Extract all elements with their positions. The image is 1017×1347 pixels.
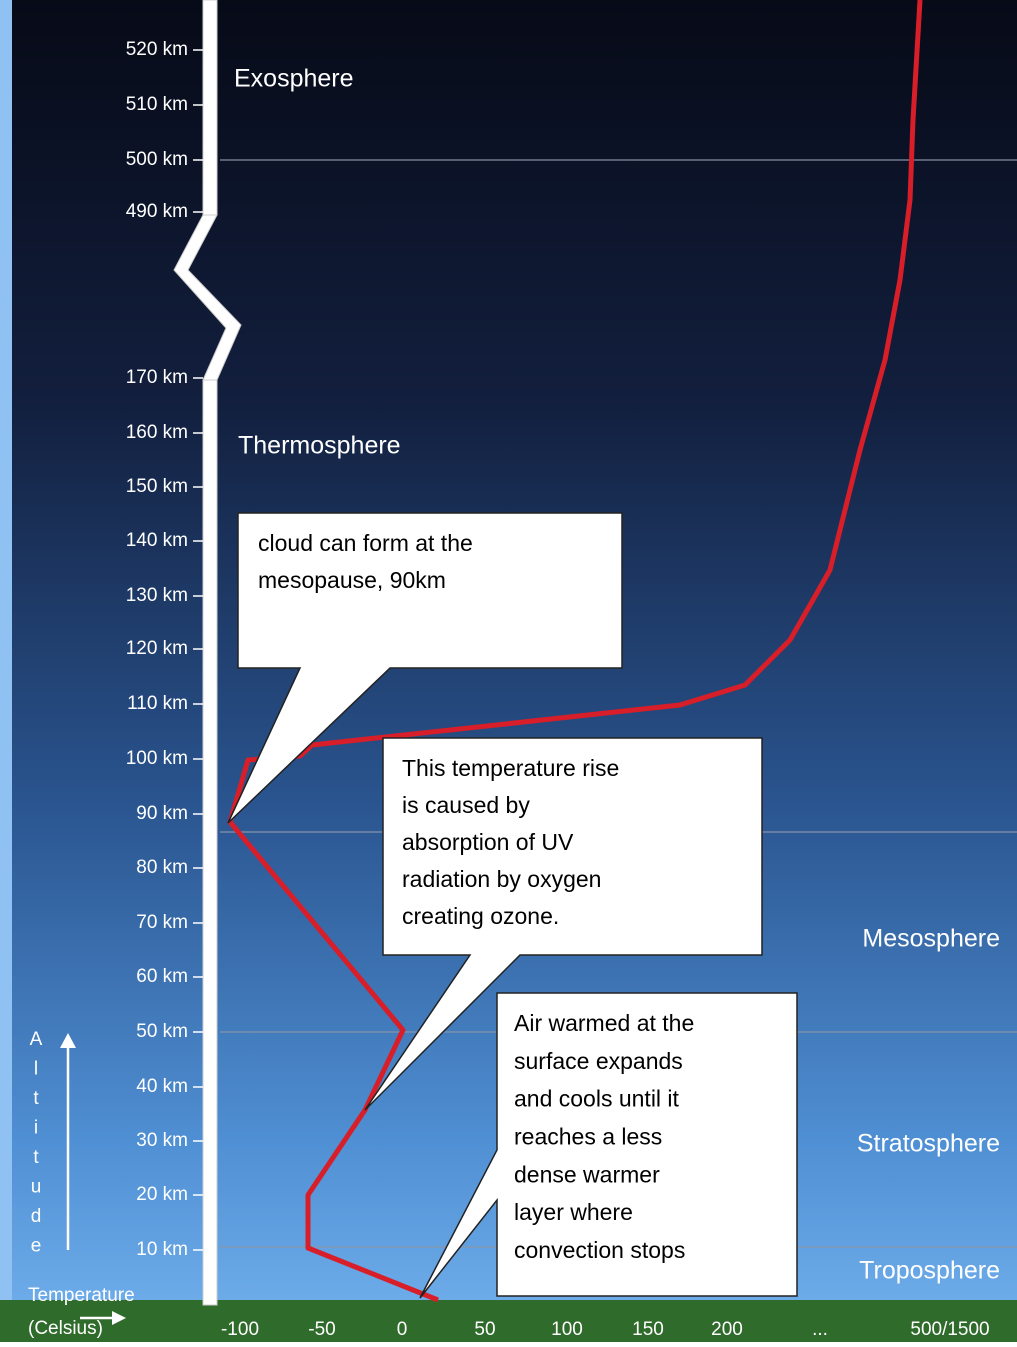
axis-title-letter: A	[30, 1029, 43, 1050]
layer-name: Troposphere	[859, 1257, 1000, 1285]
axis-title-letter: d	[31, 1206, 42, 1227]
altitude-label: 160 km	[126, 422, 188, 443]
temperature-label: 200	[711, 1319, 743, 1340]
callouts	[227, 512, 798, 1299]
temperature-label: -50	[308, 1319, 335, 1340]
axis-title-letter: t	[33, 1088, 39, 1109]
callout-text: reaches a less	[514, 1123, 662, 1149]
altitude-label: 510 km	[126, 94, 188, 115]
layer-name: Exosphere	[234, 65, 354, 93]
temperature-label: 100	[551, 1319, 583, 1340]
altitude-label: 30 km	[136, 1130, 188, 1151]
axis-title-letter: l	[34, 1059, 38, 1080]
callout-text: cloud can form at the	[258, 530, 473, 556]
altitude-label: 170 km	[126, 367, 188, 388]
temperature-label: -100	[221, 1319, 259, 1340]
altitude-label: 500 km	[126, 149, 188, 170]
layer-name: Thermosphere	[238, 432, 401, 460]
callout-text: dense warmer	[514, 1161, 660, 1187]
altitude-label: 40 km	[136, 1076, 188, 1097]
layer-name: Mesosphere	[862, 925, 1000, 953]
layer-name: Stratosphere	[857, 1130, 1000, 1158]
altitude-label: 60 km	[136, 966, 188, 987]
axis-title-letter: t	[33, 1147, 39, 1168]
temperature-label: 150	[632, 1319, 664, 1340]
altitude-label: 110 km	[127, 693, 188, 714]
temperature-arrow-head	[112, 1311, 126, 1325]
altitude-label: 10 km	[136, 1239, 188, 1260]
callout-text: This temperature rise	[402, 755, 619, 781]
callout-text: convection stops	[514, 1237, 685, 1263]
temperature-label: 50	[474, 1319, 495, 1340]
altitude-label: 120 km	[126, 638, 188, 659]
temperature-title: (Celsius)	[28, 1318, 103, 1339]
callout-text: radiation by oxygen	[402, 866, 601, 892]
callout-text: and cools until it	[514, 1086, 680, 1112]
callout-text: layer where	[514, 1199, 633, 1225]
altitude-label: 140 km	[126, 530, 188, 551]
altitude-arrow-head	[60, 1033, 76, 1048]
altitude-label: 150 km	[126, 476, 188, 497]
left-border	[0, 0, 12, 1342]
callout-text: creating ozone.	[402, 903, 559, 929]
altitude-label: 20 km	[136, 1184, 188, 1205]
temperature-label: 500/1500	[910, 1319, 989, 1340]
altitude-axis	[173, 0, 242, 1306]
temperature-label: ...	[812, 1319, 828, 1340]
altitude-label: 90 km	[136, 803, 188, 824]
ground	[0, 1300, 1017, 1342]
temperature-title: Temperature	[28, 1285, 135, 1306]
callout-text: absorption of UV	[402, 829, 574, 855]
axis-title-letter: i	[34, 1118, 38, 1139]
altitude-label: 80 km	[136, 857, 188, 878]
altitude-label: 70 km	[136, 912, 188, 933]
callout-text: is caused by	[402, 792, 530, 818]
axis-title-letter: e	[31, 1236, 42, 1257]
temperature-label: 0	[397, 1319, 408, 1340]
altitude-label: 50 km	[136, 1021, 188, 1042]
callout-text: Air warmed at the	[514, 1010, 694, 1036]
altitude-label: 490 km	[126, 201, 188, 222]
axis-title-letter: u	[31, 1177, 42, 1198]
callout-text: surface expands	[514, 1048, 683, 1074]
altitude-label: 100 km	[126, 748, 188, 769]
altitude-label: 520 km	[126, 39, 188, 60]
callout-text: mesopause, 90km	[258, 567, 446, 593]
altitude-label: 130 km	[126, 585, 188, 606]
